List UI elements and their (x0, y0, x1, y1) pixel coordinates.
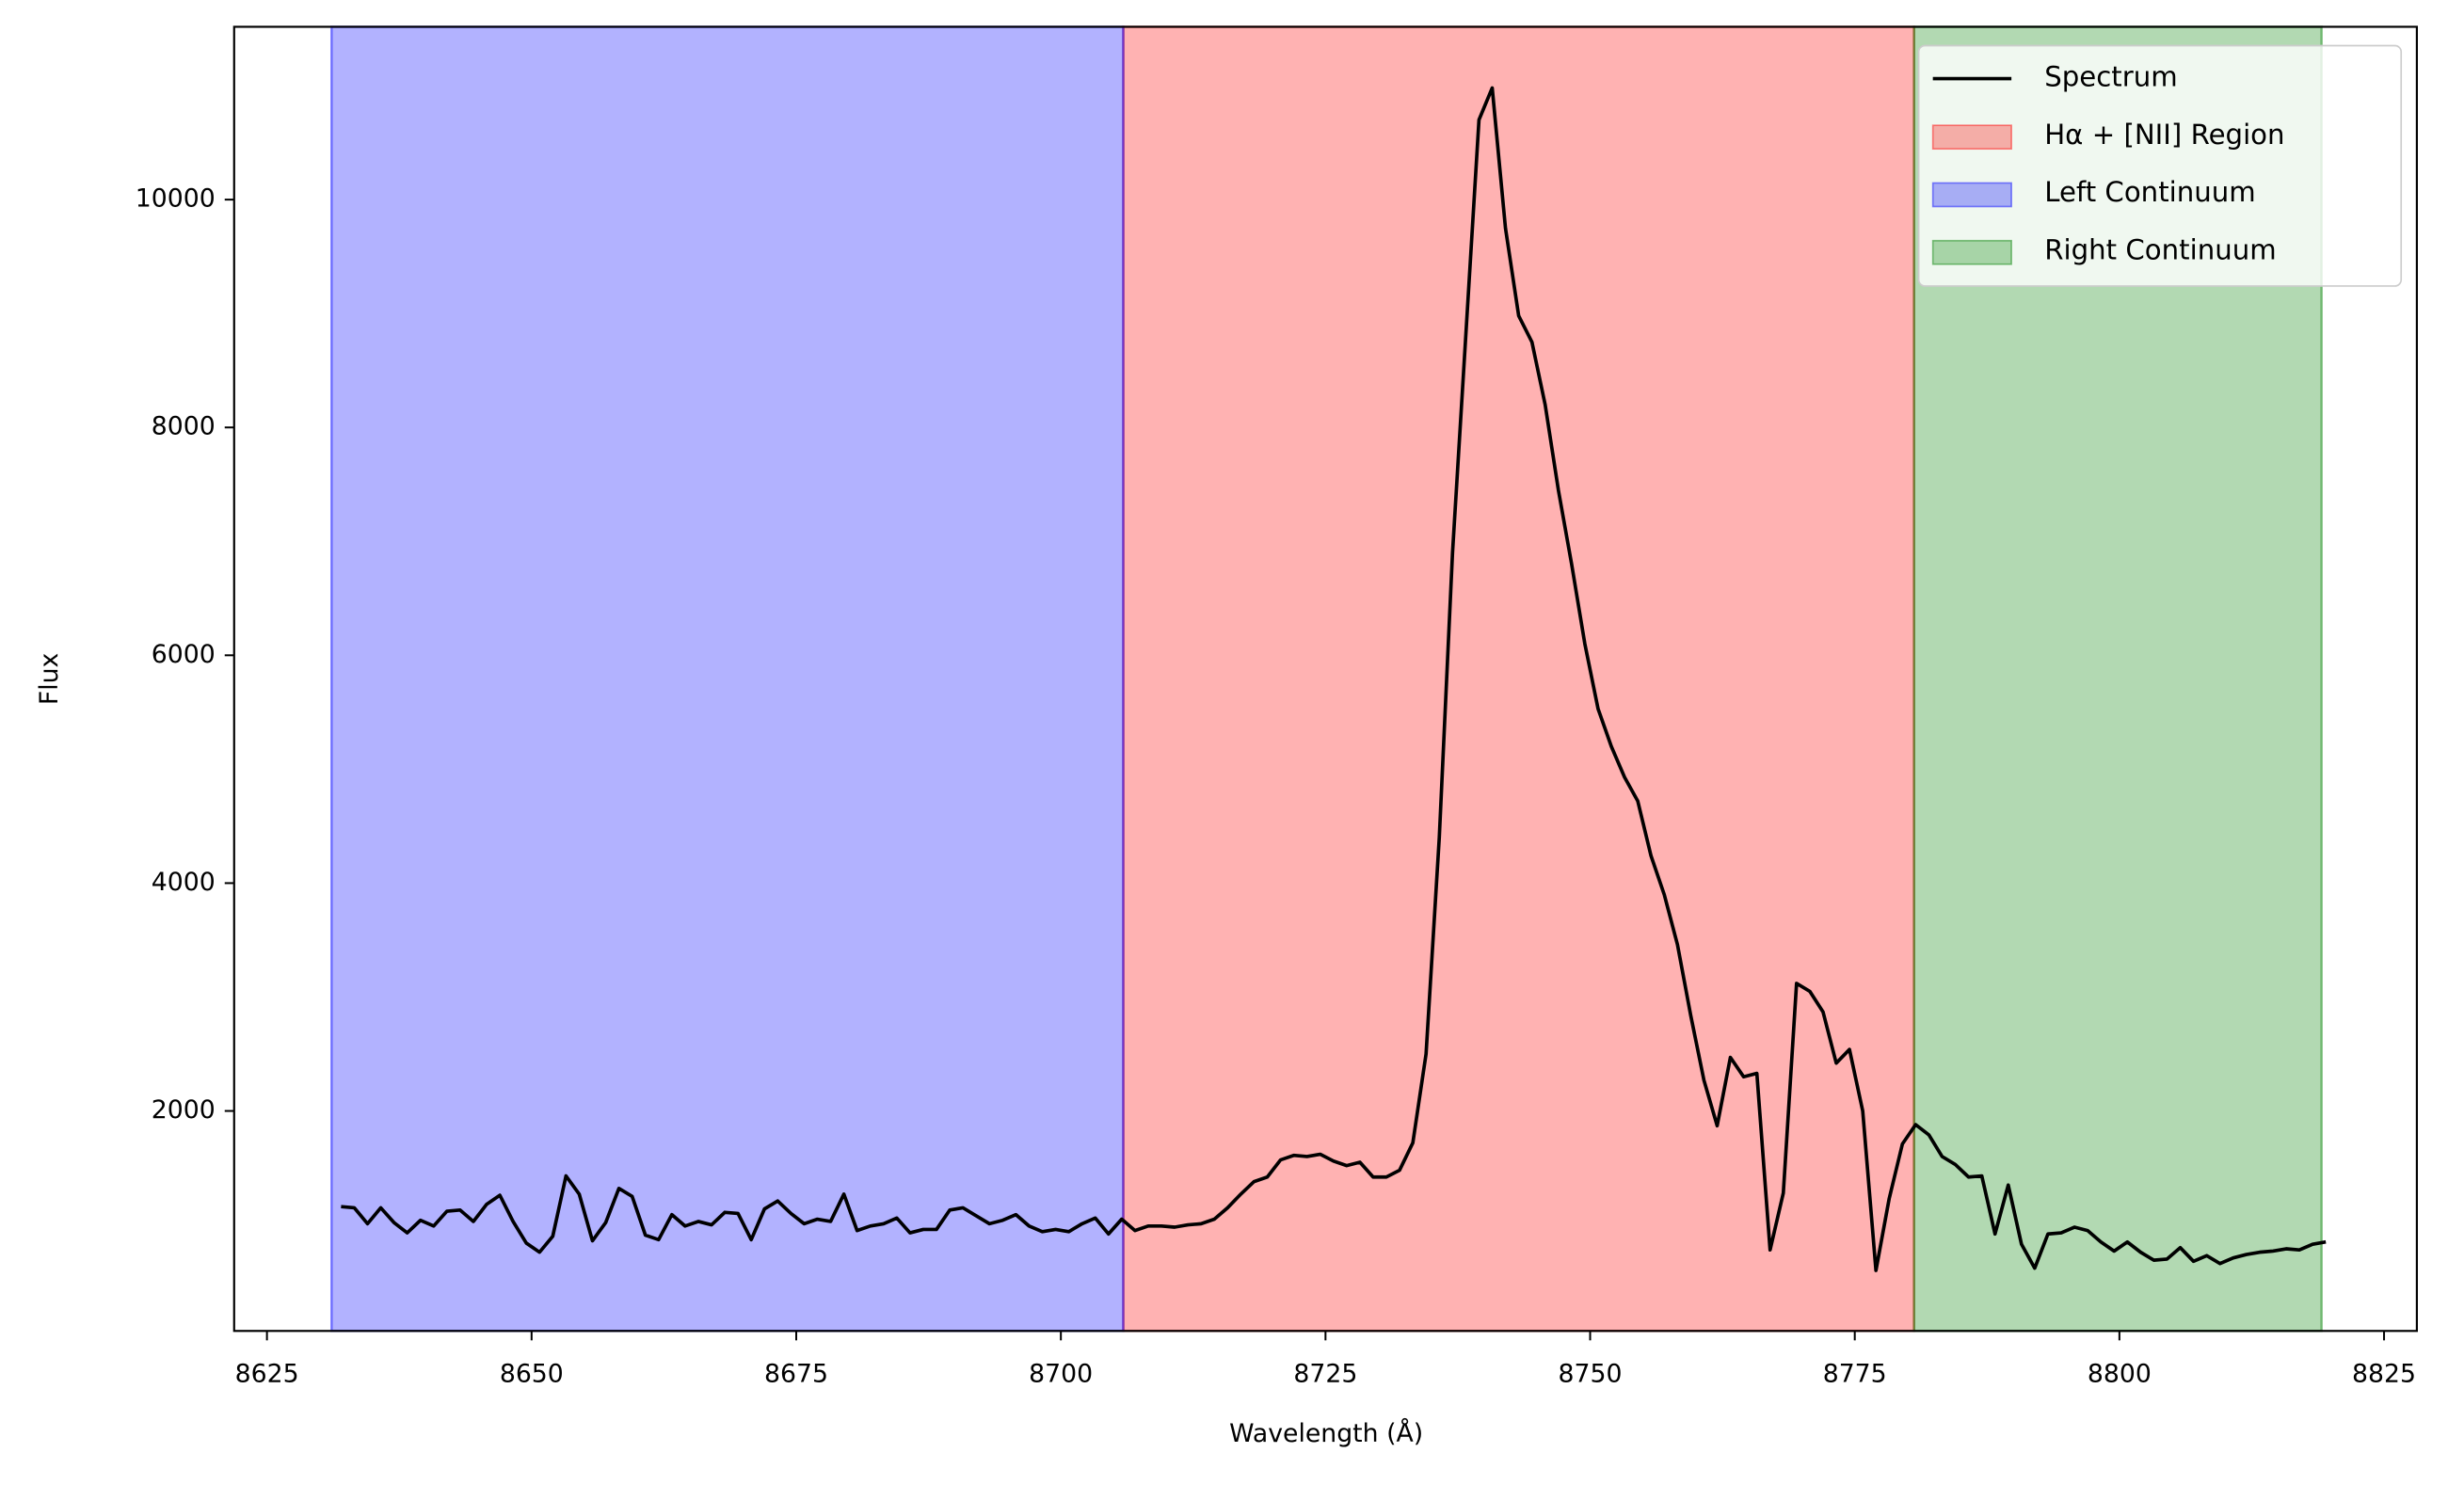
legend-swatch (1931, 239, 2012, 265)
x-tick-label: 8675 (764, 1360, 828, 1389)
x-tick-label: 8625 (235, 1360, 299, 1389)
y-tick-label: 8000 (152, 412, 216, 441)
y-tick-label: 4000 (152, 868, 216, 897)
x-axis-label: Wavelength (Å) (1229, 1418, 1423, 1448)
x-tick-label: 8700 (1029, 1360, 1093, 1389)
x-tick-label: 8725 (1293, 1360, 1357, 1389)
x-tick-label: 8825 (2352, 1360, 2416, 1389)
legend-swatch (1931, 182, 2012, 208)
legend-label: Hα + [NII] Region (2044, 119, 2284, 151)
x-tick-label: 8750 (1559, 1360, 1623, 1389)
x-tick-label: 8775 (1823, 1360, 1887, 1389)
region (329, 25, 1125, 1333)
legend: Spectrum Hα + [NII] Region Left Continuum R… (1917, 44, 2403, 287)
legend-label: Spectrum (2044, 61, 2178, 93)
spectrum-line (341, 86, 2327, 1272)
y-axis-label: Flux (35, 653, 64, 706)
legend-frame (1917, 44, 2403, 287)
legend-swatch (1931, 124, 2012, 151)
x-tick-label: 8650 (500, 1360, 564, 1389)
y-tick-label: 10000 (136, 184, 216, 214)
legend-label: Left Continuum (2044, 176, 2256, 208)
x-tick-label: 8800 (2088, 1360, 2152, 1389)
y-tick-label: 6000 (152, 640, 216, 669)
region (1122, 25, 1915, 1333)
legend-label: Right Continuum (2044, 233, 2277, 265)
y-tick-label: 2000 (152, 1095, 216, 1125)
